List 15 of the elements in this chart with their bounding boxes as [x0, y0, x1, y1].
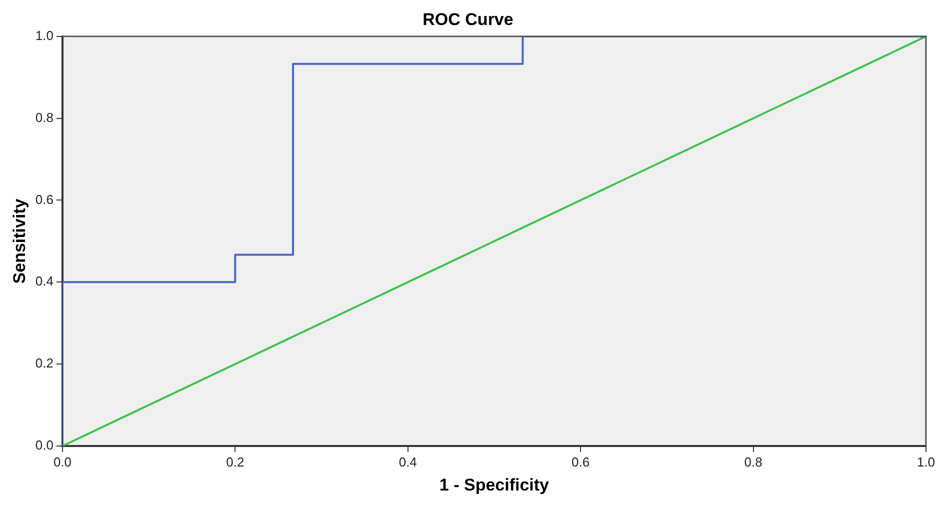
y-tick-label: 0.2 [35, 356, 54, 371]
x-axis-title: 1 - Specificity [439, 475, 550, 494]
y-tick-label: 0.6 [35, 192, 54, 207]
y-tick-label: 0.8 [35, 110, 54, 125]
x-tick-label: 0.6 [572, 454, 590, 470]
x-tick-label: 0.0 [53, 454, 72, 470]
x-tick-label: 0.2 [226, 454, 244, 470]
y-tick-label: 1.0 [35, 28, 54, 43]
x-tick-label: 0.8 [744, 454, 762, 470]
chart-title: ROC Curve [422, 10, 514, 29]
y-axis-title: Sensitivity [10, 198, 29, 284]
x-tick-label: 0.4 [398, 454, 417, 470]
x-tick-label: 1.0 [916, 454, 936, 470]
y-tick-label: 0.0 [35, 438, 54, 453]
y-tick-label: 0.4 [35, 274, 54, 289]
